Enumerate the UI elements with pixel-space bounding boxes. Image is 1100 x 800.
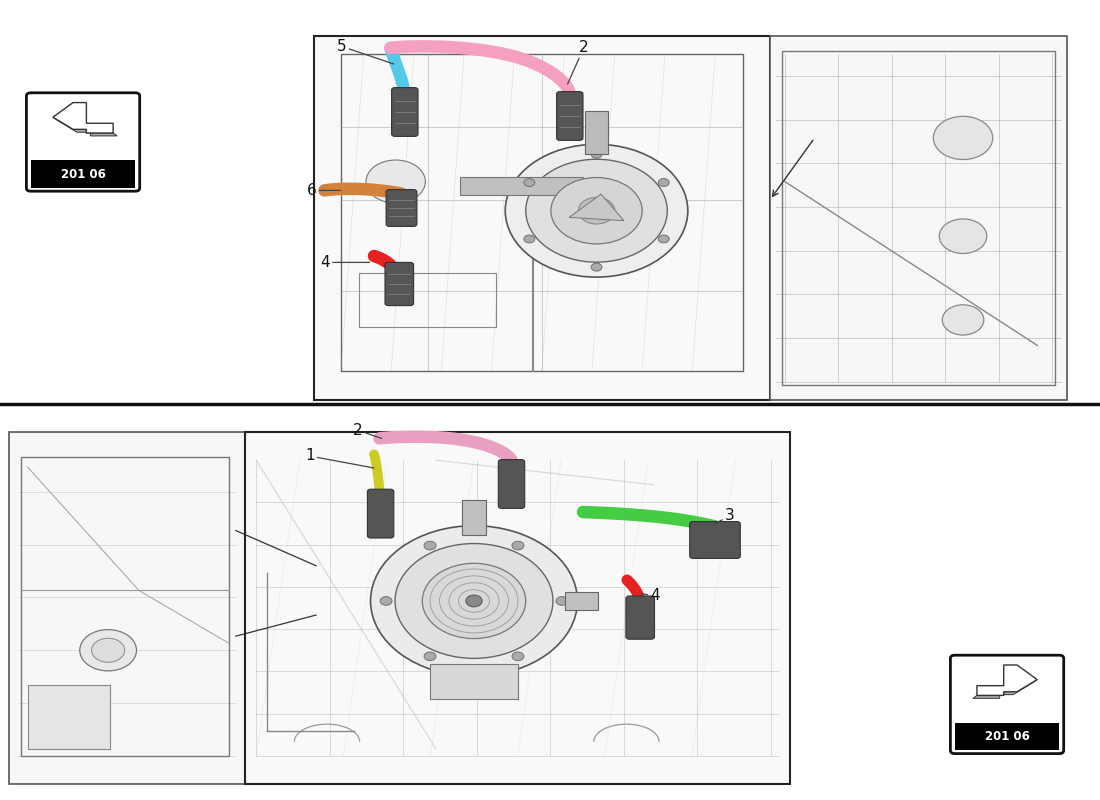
Circle shape bbox=[524, 178, 535, 186]
Circle shape bbox=[551, 178, 642, 244]
FancyBboxPatch shape bbox=[950, 655, 1064, 754]
FancyBboxPatch shape bbox=[690, 522, 740, 558]
Circle shape bbox=[91, 638, 124, 662]
Text: 4: 4 bbox=[320, 255, 370, 270]
Polygon shape bbox=[569, 194, 624, 221]
Text: a z Parts sinff.com: a z Parts sinff.com bbox=[375, 554, 571, 646]
Text: 3: 3 bbox=[714, 509, 735, 524]
Circle shape bbox=[395, 543, 553, 658]
Circle shape bbox=[512, 652, 524, 661]
Polygon shape bbox=[53, 102, 113, 133]
Circle shape bbox=[366, 160, 426, 203]
Polygon shape bbox=[53, 117, 118, 136]
Circle shape bbox=[526, 159, 668, 262]
Circle shape bbox=[933, 116, 992, 159]
Circle shape bbox=[381, 597, 392, 606]
Bar bbox=[782, 50, 1055, 386]
Circle shape bbox=[591, 263, 602, 271]
Bar bbox=[359, 273, 496, 327]
FancyBboxPatch shape bbox=[498, 459, 525, 509]
Bar bbox=[430, 663, 517, 698]
Bar bbox=[9, 432, 245, 784]
Circle shape bbox=[939, 219, 987, 254]
Bar bbox=[21, 457, 229, 756]
FancyBboxPatch shape bbox=[385, 262, 414, 306]
Circle shape bbox=[658, 235, 669, 243]
FancyBboxPatch shape bbox=[626, 596, 654, 639]
Bar bbox=[28, 686, 110, 749]
Text: 2: 2 bbox=[353, 423, 382, 438]
FancyBboxPatch shape bbox=[386, 190, 417, 226]
Polygon shape bbox=[977, 665, 1037, 695]
Circle shape bbox=[465, 595, 482, 607]
FancyBboxPatch shape bbox=[557, 92, 583, 141]
Text: 201 06: 201 06 bbox=[60, 168, 106, 181]
Polygon shape bbox=[972, 679, 1037, 698]
Circle shape bbox=[422, 563, 526, 638]
Circle shape bbox=[424, 542, 436, 550]
Circle shape bbox=[371, 526, 578, 676]
Bar bbox=[31, 160, 135, 188]
Circle shape bbox=[424, 652, 436, 661]
Bar bbox=[565, 592, 597, 610]
Bar bbox=[585, 110, 608, 154]
FancyBboxPatch shape bbox=[392, 87, 418, 136]
Text: 5: 5 bbox=[337, 39, 394, 64]
Bar bbox=[245, 432, 790, 784]
Circle shape bbox=[512, 542, 524, 550]
Text: 2: 2 bbox=[568, 41, 588, 84]
Text: 4: 4 bbox=[641, 589, 660, 603]
Circle shape bbox=[556, 597, 568, 606]
Circle shape bbox=[79, 630, 136, 671]
Bar bbox=[462, 499, 486, 534]
Text: 201 06: 201 06 bbox=[984, 730, 1030, 743]
Bar bbox=[460, 177, 583, 195]
Circle shape bbox=[505, 144, 688, 277]
Circle shape bbox=[579, 198, 615, 224]
Text: 6: 6 bbox=[307, 183, 341, 198]
Circle shape bbox=[943, 305, 983, 335]
Bar bbox=[770, 36, 1067, 400]
FancyBboxPatch shape bbox=[26, 93, 140, 191]
Circle shape bbox=[591, 150, 602, 158]
Circle shape bbox=[658, 178, 669, 186]
FancyBboxPatch shape bbox=[367, 490, 394, 538]
Bar bbox=[314, 36, 770, 400]
Circle shape bbox=[524, 235, 535, 243]
Text: 1: 1 bbox=[305, 449, 374, 468]
Text: a z Parts sinff.com: a z Parts sinff.com bbox=[474, 202, 670, 294]
Bar bbox=[955, 723, 1059, 750]
